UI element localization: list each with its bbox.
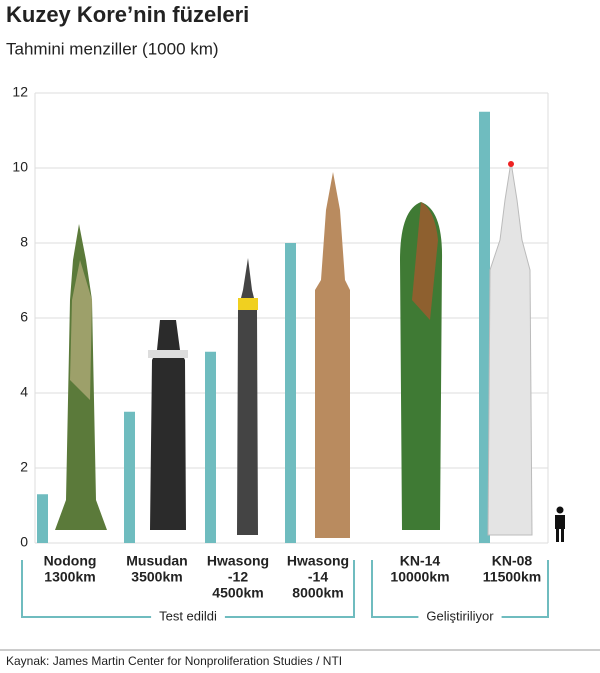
bar [479,111,490,543]
group-label: Test edildi [159,608,217,623]
missile-kn08 [487,161,533,536]
camo [70,260,92,400]
range-label: 4500km [212,585,263,601]
range-label: 8000km [292,585,343,601]
y-tick-label: 0 [20,534,28,550]
y-tick-label: 12 [12,84,28,100]
bar [285,243,296,543]
chart-title: Kuzey Kore’nin füzeleri [6,2,249,27]
missile-tip [508,161,514,167]
y-tick-label: 10 [12,159,28,175]
range-label: 11500km [483,569,541,585]
missile-hwasong12 [237,258,258,535]
x-tick-label: Nodong [44,553,97,569]
y-tick-label: 2 [20,459,28,475]
camo [412,202,438,320]
band [148,350,188,358]
x-tick-label: KN-14 [400,553,441,569]
chart-subtitle: Tahmini menziller (1000 km) [6,39,219,58]
missile-hwasong14 [315,172,350,538]
x-tick-label: -12 [228,569,248,585]
x-tick-label: Musudan [126,553,187,569]
y-tick-label: 8 [20,234,28,250]
x-tick-label: Hwasong [287,553,349,569]
bar [205,351,216,543]
y-tick-label: 4 [20,384,28,400]
range-label: 10000km [390,569,449,585]
bar [37,494,48,543]
range-label: 1300km [44,569,95,585]
group-bracket [371,560,549,618]
person-icon [555,506,565,542]
range-label: 3500km [131,569,182,585]
bar [124,411,135,543]
y-tick-label: 6 [20,309,28,325]
x-tick-label: KN-08 [492,553,533,569]
logo-box [545,655,595,669]
group-bracket [21,560,355,618]
x-tick-label: -14 [308,569,328,585]
missile-illustrations [55,161,565,542]
x-tick-label: Hwasong [207,553,269,569]
group-label: Geliştiriliyor [426,608,494,623]
band [238,298,258,310]
missile-musudan [150,320,186,530]
source: Kaynak: James Martin Center for Nonproli… [6,654,342,668]
